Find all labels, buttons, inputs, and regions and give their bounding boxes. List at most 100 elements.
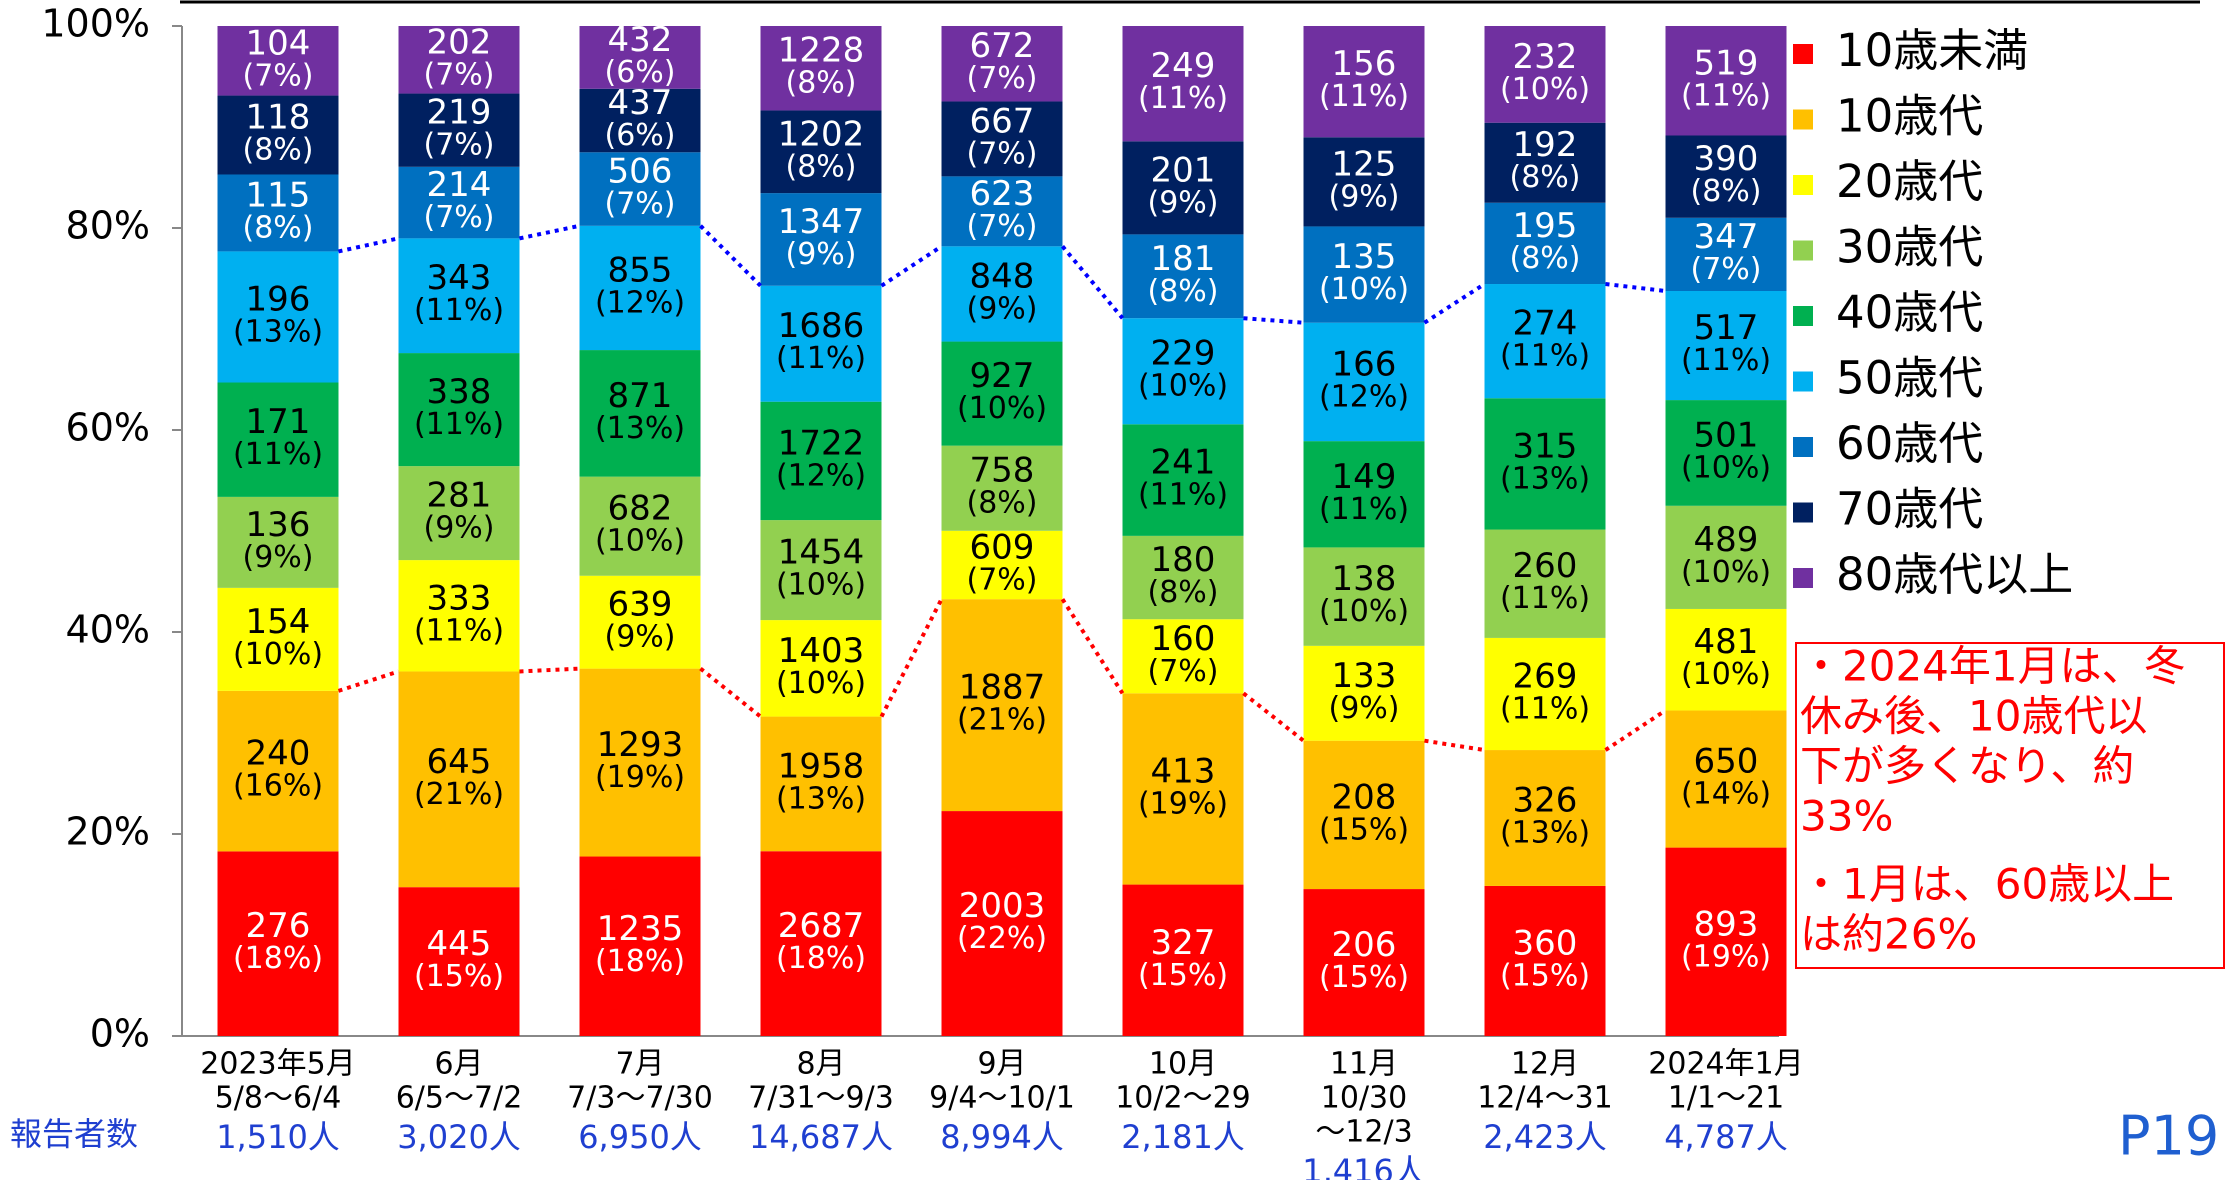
bar-segment: [398, 671, 520, 888]
percent-label: (10%): [1681, 657, 1771, 692]
value-label: 1293: [597, 725, 684, 765]
percent-label: (19%): [595, 760, 685, 795]
bar-segment: [941, 101, 1063, 177]
bar-segment: [760, 110, 882, 194]
total-label: 1,416人: [1302, 1152, 1426, 1180]
value-label: 758: [970, 451, 1035, 491]
bar-segment: [579, 152, 701, 226]
value-label: 855: [608, 250, 673, 290]
percent-label: (19%): [1138, 786, 1228, 821]
value-label: 333: [427, 578, 492, 618]
percent-label: (11%): [414, 407, 504, 442]
bar-segment: [1122, 234, 1244, 319]
legend-label: 10歳未満: [1836, 24, 2028, 77]
y-tick-label: 40%: [66, 608, 150, 652]
total-label: 2,181人: [1121, 1118, 1245, 1156]
value-label: 326: [1513, 780, 1578, 820]
bar-segment: [1303, 322, 1425, 442]
x-tick-label: 7/3～7/30: [567, 1081, 713, 1116]
value-label: 2003: [959, 886, 1046, 926]
bar-segment: [398, 560, 520, 672]
value-label: 2687: [778, 906, 865, 946]
x-tick-label: 9月: [977, 1047, 1026, 1082]
annotation-text: 下が多くなり、約: [1800, 742, 2134, 791]
bar-segment: [941, 26, 1063, 102]
percent-label: (13%): [776, 781, 866, 816]
value-label: 360: [1513, 923, 1578, 963]
value-label: 219: [427, 93, 492, 133]
bar-segment: [217, 174, 339, 252]
bar-segment: [1484, 750, 1606, 886]
bar-segment: [1122, 424, 1244, 536]
bar-segment: [579, 350, 701, 477]
percent-label: (11%): [1500, 339, 1590, 374]
value-label: 481: [1694, 622, 1759, 662]
total-label: 14,687人: [749, 1118, 893, 1156]
percent-label: (9%): [1328, 691, 1399, 726]
value-label: 893: [1694, 904, 1759, 944]
percent-label: (8%): [785, 66, 856, 101]
bar-segment: [1122, 141, 1244, 235]
percent-label: (9%): [423, 511, 494, 546]
value-label: 180: [1151, 540, 1216, 580]
value-label: 281: [427, 476, 492, 516]
value-label: 181: [1151, 239, 1216, 279]
bar-segment: [398, 93, 520, 167]
percent-label: (7%): [966, 562, 1037, 597]
percent-label: (9%): [604, 620, 675, 655]
value-label: 445: [427, 924, 492, 964]
total-label: 4,787人: [1664, 1118, 1788, 1156]
percent-label: (15%): [1319, 960, 1409, 995]
value-label: 1887: [959, 668, 1046, 708]
value-label: 118: [246, 98, 311, 138]
bar-segment: [579, 856, 701, 1036]
x-tick-label: 10/30: [1321, 1081, 1407, 1116]
bar-segment: [1484, 26, 1606, 123]
value-label: 166: [1332, 344, 1397, 384]
legend-label: 60歳代: [1836, 417, 1983, 470]
value-label: 432: [608, 20, 673, 60]
value-label: 201: [1151, 150, 1216, 190]
trend-line: [519, 223, 580, 241]
percent-label: (10%): [776, 666, 866, 701]
value-label: 519: [1694, 43, 1759, 83]
value-label: 192: [1513, 125, 1578, 165]
bar-segment: [941, 445, 1063, 531]
percent-label: (13%): [595, 411, 685, 446]
percent-label: (7%): [966, 136, 1037, 171]
value-label: 276: [246, 906, 311, 946]
legend-swatch: [1793, 109, 1813, 130]
percent-label: (21%): [957, 703, 1047, 738]
percent-label: (8%): [785, 149, 856, 184]
percent-label: (11%): [1500, 581, 1590, 616]
bar-segment: [217, 382, 339, 497]
value-label: 871: [608, 376, 673, 416]
bar-segment: [941, 811, 1063, 1036]
percent-label: (12%): [776, 458, 866, 493]
value-label: 1228: [778, 31, 865, 71]
bar-segment: [941, 530, 1063, 600]
bar-segment: [398, 238, 520, 354]
bar-segment: [217, 251, 339, 383]
value-label: 269: [1513, 656, 1578, 696]
value-label: 135: [1332, 237, 1397, 277]
bar-segment: [941, 599, 1063, 812]
x-tick-label: 8月: [796, 1047, 845, 1082]
y-tick-label: 20%: [66, 810, 150, 854]
legend-label: 30歳代: [1836, 221, 1983, 274]
bar-segment: [217, 95, 339, 175]
bar-segment: [1122, 26, 1244, 142]
bar-segment: [579, 476, 701, 576]
value-label: 338: [427, 372, 492, 412]
percent-label: (13%): [1500, 815, 1590, 850]
y-tick-label: 60%: [66, 406, 150, 450]
bar-segment: [1665, 26, 1787, 136]
legend-label: 10歳代: [1836, 90, 1983, 143]
percent-label: (10%): [1681, 555, 1771, 590]
value-label: 260: [1513, 546, 1578, 586]
bar-segment: [760, 520, 882, 621]
x-tick-label: 12月: [1511, 1047, 1579, 1082]
value-label: 240: [246, 734, 311, 774]
x-tick-label: 11月: [1330, 1047, 1398, 1082]
percent-label: (12%): [595, 285, 685, 320]
